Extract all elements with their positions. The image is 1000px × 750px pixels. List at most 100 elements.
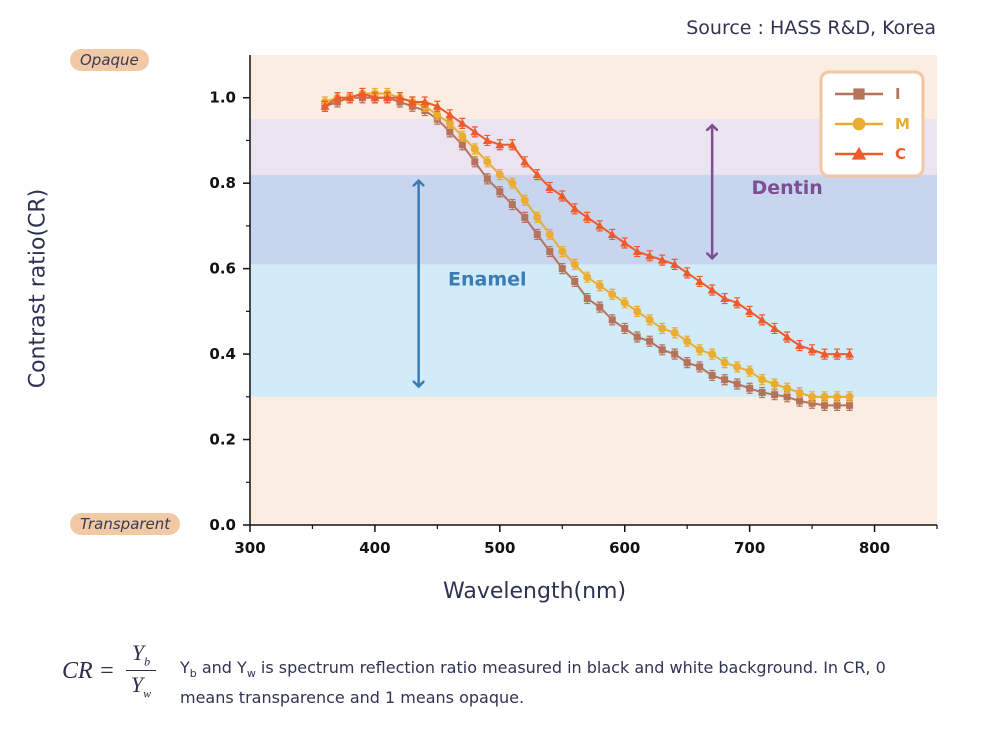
x-tick-label: 700 — [734, 539, 765, 557]
series-m-point — [658, 324, 667, 333]
series-m-point — [745, 367, 754, 376]
series-c-point — [557, 191, 567, 200]
series-i-point — [533, 230, 541, 238]
series-m-point — [633, 307, 642, 316]
dentin-label: Dentin — [751, 177, 822, 199]
series-c-point — [357, 88, 367, 97]
series-c-point — [807, 345, 817, 354]
series-c-point — [757, 315, 767, 324]
x-tick-label: 500 — [484, 539, 515, 557]
series-i-point — [471, 158, 479, 166]
series-i-point — [833, 401, 841, 409]
band-dentin — [250, 174, 937, 265]
y-tick-label: 1.0 — [209, 89, 236, 107]
series-i-point — [508, 201, 516, 209]
transparent-label: Transparent — [70, 513, 181, 535]
series-c-point — [845, 349, 855, 358]
series-i-point — [546, 248, 554, 256]
series-m-point — [520, 196, 529, 205]
y-tick-label: 0.8 — [209, 174, 236, 192]
y-tick-label: 0.4 — [209, 345, 236, 363]
series-m-point — [733, 362, 742, 371]
series-i-point — [746, 384, 754, 392]
x-tick-label: 600 — [609, 539, 640, 557]
series-i-point — [483, 175, 491, 183]
series-c-point — [482, 135, 492, 144]
series-c-point — [495, 140, 505, 149]
series-c-point — [832, 349, 842, 358]
x-tick-label: 400 — [359, 539, 390, 557]
series-m-point — [433, 110, 442, 119]
series-i-point — [796, 397, 804, 405]
series-i-point — [846, 401, 854, 409]
series-m-point — [645, 315, 654, 324]
legend-c-label: C — [895, 145, 906, 163]
series-i-point — [521, 213, 529, 221]
series-c-point — [632, 247, 642, 256]
series-c-point — [670, 259, 680, 268]
series-c-point — [470, 127, 480, 136]
series-c-point — [332, 93, 342, 102]
series-c-point — [745, 306, 755, 315]
series-m-point — [595, 281, 604, 290]
series-m-point — [445, 119, 454, 128]
series-c-point — [720, 294, 730, 303]
series-c-point — [320, 101, 330, 110]
series-m-point — [483, 157, 492, 166]
series-m-point — [783, 384, 792, 393]
series-m-point — [570, 260, 579, 269]
series-c-point — [507, 140, 517, 149]
legend-c-marker — [851, 146, 867, 160]
y-tick-label: 0.6 — [209, 260, 236, 278]
series-c-point — [607, 229, 617, 238]
band-enamel — [250, 264, 937, 397]
y-tick-label: 0.0 — [209, 516, 236, 534]
legend-i-marker — [853, 88, 865, 100]
series-i-point — [558, 265, 566, 273]
series-m-point — [583, 273, 592, 282]
series-i-point — [646, 337, 654, 345]
series-m-point — [470, 145, 479, 153]
series-m-point — [770, 380, 779, 388]
series-i-point — [458, 141, 466, 149]
series-c-point — [770, 323, 780, 332]
series-m-point — [533, 213, 542, 222]
series-i-point — [721, 376, 729, 384]
series-c-point — [432, 101, 442, 110]
series-i-point — [571, 277, 579, 285]
footnote-text: Yb and Yw is spectrum reflection ratio m… — [180, 658, 886, 708]
series-c-point — [732, 298, 742, 307]
series-i-point — [696, 363, 704, 371]
series-m-point — [670, 328, 679, 337]
formula-fraction: Yb Yw — [126, 640, 156, 702]
opaque-label: Opaque — [70, 49, 149, 71]
x-tick-label: 800 — [859, 539, 890, 557]
series-i-point — [446, 128, 454, 136]
series-c-point — [582, 212, 592, 221]
x-axis-label: Wavelength(nm) — [443, 579, 627, 604]
series-c-point — [645, 251, 655, 260]
series-m-point — [845, 392, 854, 401]
series-m-point — [608, 290, 617, 299]
series-m-point — [545, 230, 554, 239]
series-m-point — [720, 358, 729, 367]
series-i-point — [771, 391, 779, 399]
series-c-point — [820, 349, 830, 358]
series-i-point — [683, 359, 691, 367]
series-i-point — [658, 346, 666, 354]
series-m-point — [708, 350, 717, 359]
series-c-point — [707, 285, 717, 294]
series-m-point — [795, 388, 804, 397]
series-c-point — [395, 93, 405, 102]
formula-denominator: Yw — [130, 672, 152, 701]
series-c-point — [657, 255, 667, 264]
series-m-point — [683, 337, 692, 346]
series-m-point — [833, 392, 842, 401]
series-c-point — [595, 221, 605, 230]
series-m-point — [558, 247, 567, 256]
series-i-point — [621, 324, 629, 332]
series-c-point — [620, 238, 630, 247]
series-c-point — [520, 157, 530, 166]
series-i-point — [583, 295, 591, 303]
